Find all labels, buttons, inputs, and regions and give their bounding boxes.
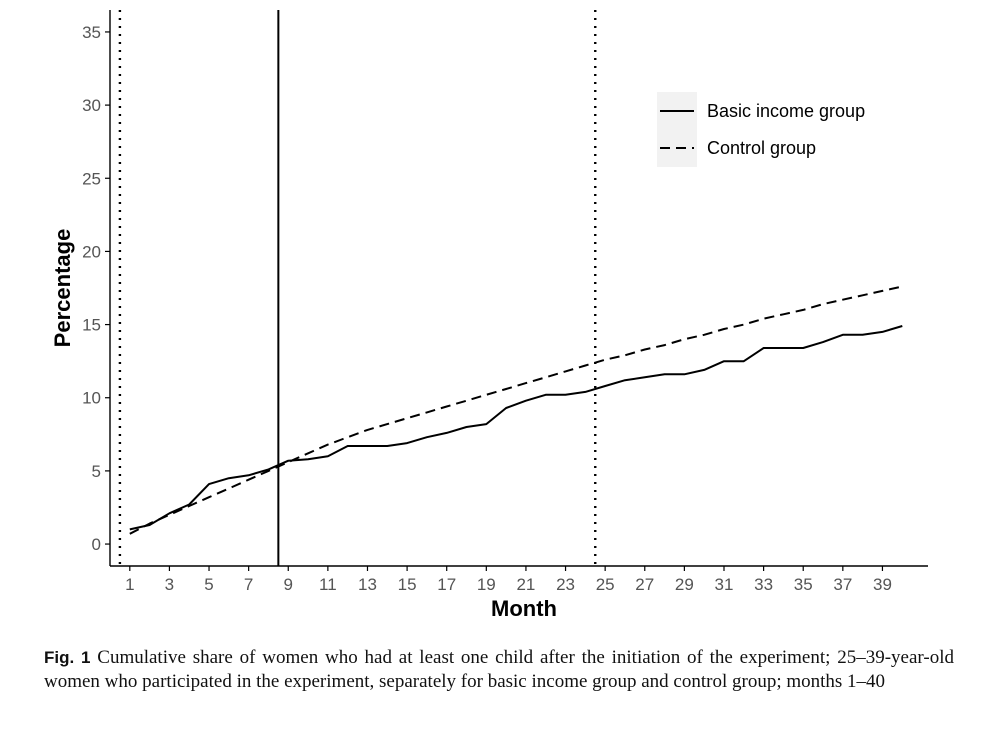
x-tick-label: 13 (358, 575, 377, 594)
x-tick-label: 17 (437, 575, 456, 594)
x-tick-label: 39 (873, 575, 892, 594)
x-axis-title: Month (491, 596, 557, 620)
y-tick-label: 10 (82, 389, 101, 408)
y-tick-label: 25 (82, 169, 101, 188)
x-tick-label: 23 (556, 575, 575, 594)
x-tick-label: 35 (794, 575, 813, 594)
x-tick-label: 21 (516, 575, 535, 594)
y-tick-label: 30 (82, 96, 101, 115)
x-tick-label: 3 (165, 575, 174, 594)
y-tick-label: 20 (82, 242, 101, 261)
legend-label: Control group (707, 138, 816, 158)
legend-key-background (657, 92, 697, 167)
x-tick-label: 1 (125, 575, 134, 594)
x-tick-label: 9 (284, 575, 293, 594)
x-tick-label: 33 (754, 575, 773, 594)
y-tick-label: 0 (92, 535, 101, 554)
x-tick-label: 25 (596, 575, 615, 594)
x-tick-label: 29 (675, 575, 694, 594)
x-tick-label: 31 (715, 575, 734, 594)
x-tick-label: 15 (398, 575, 417, 594)
x-tick-label: 19 (477, 575, 496, 594)
figure-label: Fig. 1 (44, 648, 91, 667)
legend-label: Basic income group (707, 101, 865, 121)
series-line-basic-income (129, 325, 903, 531)
y-tick-label: 35 (82, 23, 101, 42)
y-axis-title: Percentage (50, 229, 75, 348)
figure-caption: Fig. 1 Cumulative share of women who had… (44, 646, 954, 694)
chart: 0 5 10 15 20 25 30 35 1 3 5 7 9 11 13 15 17 19 21 23 25 27 29 3… (50, 10, 928, 621)
figure-caption-text: Cumulative share of women who had at lea… (44, 647, 954, 692)
x-tick-label: 27 (635, 575, 654, 594)
series-line-control (129, 285, 903, 535)
x-tick-label: 37 (833, 575, 852, 594)
x-tick-label: 11 (319, 575, 337, 594)
y-tick-label: 15 (82, 316, 101, 335)
x-tick-label: 7 (244, 575, 253, 594)
x-tick-label: 5 (204, 575, 213, 594)
y-tick-label: 5 (92, 462, 101, 481)
